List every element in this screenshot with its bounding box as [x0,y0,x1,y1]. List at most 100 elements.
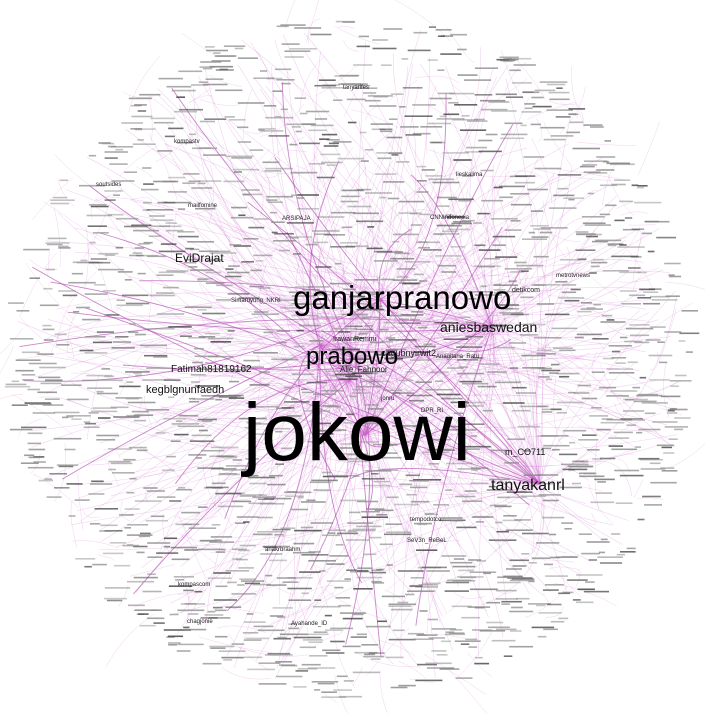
minor-node [276,577,297,579]
minor-node [360,160,369,162]
minor-node [188,454,207,456]
edge [252,334,292,392]
edge [26,263,76,321]
minor-node [439,668,460,670]
minor-node [291,295,316,297]
edge [299,434,366,493]
minor-node [235,558,248,561]
minor-node [258,128,276,130]
minor-node [567,579,588,581]
node-label-metrotvnews[interactable]: metrotvnews [556,273,590,279]
node-label-tanyarlfes[interactable]: tanyarlfes [343,85,369,91]
node-label-ayahande[interactable]: Ayahande_ID [291,621,328,627]
minor-node [9,338,34,340]
minor-node [115,397,142,399]
edge [198,130,541,485]
minor-node [402,282,420,285]
minor-node [436,393,461,396]
node-label-dpr[interactable]: DPR_RI [421,408,443,414]
minor-node [345,375,363,378]
minor-node [379,469,399,471]
node-label-amnaganjar[interactable]: Anagitaria_Ratu [436,354,479,360]
minor-node [478,249,501,251]
minor-node [89,204,107,206]
edge [349,434,394,665]
minor-node [175,523,192,526]
minor-node [316,316,343,318]
edge [189,217,366,436]
node-label-baswedan[interactable]: Simaruyung_NKRI [231,298,281,304]
node-label-chagjonie[interactable]: chagjonie [187,619,213,625]
minor-node [264,497,292,500]
minor-node [387,197,400,200]
minor-node [399,106,406,108]
minor-node [461,616,481,619]
edge [539,291,676,485]
node-label-detikcom[interactable]: detikcom [512,287,540,294]
minor-node [341,195,360,198]
minor-node [486,489,513,491]
edge [320,326,493,421]
edge [379,93,447,301]
hub-label-ganjarpranowo[interactable]: ganjarpranowo [293,279,511,316]
node-label-irawan[interactable]: IrawanRemmi [333,336,377,343]
minor-node [167,191,187,193]
edge [360,549,416,571]
minor-node [299,571,321,573]
minor-node [517,425,540,428]
node-label-jonru[interactable]: jonru [380,396,394,402]
minor-node [592,338,609,340]
minor-node [290,171,318,174]
edge [354,274,515,359]
edge [319,344,563,488]
minor-node [236,516,259,518]
node-label-soutsides[interactable]: soutsides [96,182,121,188]
minor-node [125,302,150,305]
node-label-aliefahnoor[interactable]: Alie_Fahnoor [340,365,388,374]
edge [306,340,338,412]
hub-label-prabowo[interactable]: prabowo [306,343,398,370]
minor-node [458,316,471,318]
hub-label-aniesbaswedan[interactable]: aniesbaswedan [440,319,537,335]
minor-node [40,382,62,385]
node-label-cnnindonesia[interactable]: CNNIndonesia [430,215,470,221]
node-label-kompastv[interactable]: kompastv [174,139,200,145]
hub-label-jokowi[interactable]: jokowi [241,387,471,478]
node-label-mailfomine[interactable]: mailfomine [188,203,218,209]
node-label-lieskalima[interactable]: lieskalima [456,172,483,178]
edge [318,272,541,485]
minor-node [157,496,176,498]
minor-node [202,154,226,156]
node-label-arsipaja[interactable]: ARSIPAJA [282,216,311,222]
minor-node [510,193,530,195]
edge [471,407,516,454]
minor-node [156,552,179,554]
minor-node [128,446,147,449]
minor-node [227,330,235,332]
minor-node [385,452,398,454]
minor-node [410,577,424,579]
node-label-aakrhaaseng[interactable]: anakrbraahm [265,547,300,553]
minor-node [396,161,410,163]
node-label-tempodotco[interactable]: tempodotco [410,517,442,523]
edge [364,299,539,436]
minor-node [121,122,143,124]
minor-node [101,368,111,370]
hub-label-kegblgnunfaedh[interactable]: kegblgnunfaedh [146,384,224,396]
node-label-cagubnyirwit[interactable]: cagubnyirwit2 [381,348,436,358]
hub-label-mco711[interactable]: m_CO711 [505,447,545,457]
minor-node [147,255,167,258]
hub-label-evidrajat[interactable]: EviDrajat [175,251,224,265]
minor-node [258,662,281,664]
edge [505,229,511,284]
edge [284,301,351,381]
minor-node [310,522,333,524]
edge [200,408,366,436]
hub-label-tanyakanrl[interactable]: tanyakanrl [491,477,565,494]
node-label-sewobanny[interactable]: SeV3n_ReBeL [407,538,447,544]
hub-label-fatimah[interactable]: Fatimah81819162 [171,364,252,375]
node-label-kompascom[interactable]: kompascom [178,582,210,588]
minor-node [271,358,293,361]
minor-node [92,232,109,234]
edge [197,75,381,301]
